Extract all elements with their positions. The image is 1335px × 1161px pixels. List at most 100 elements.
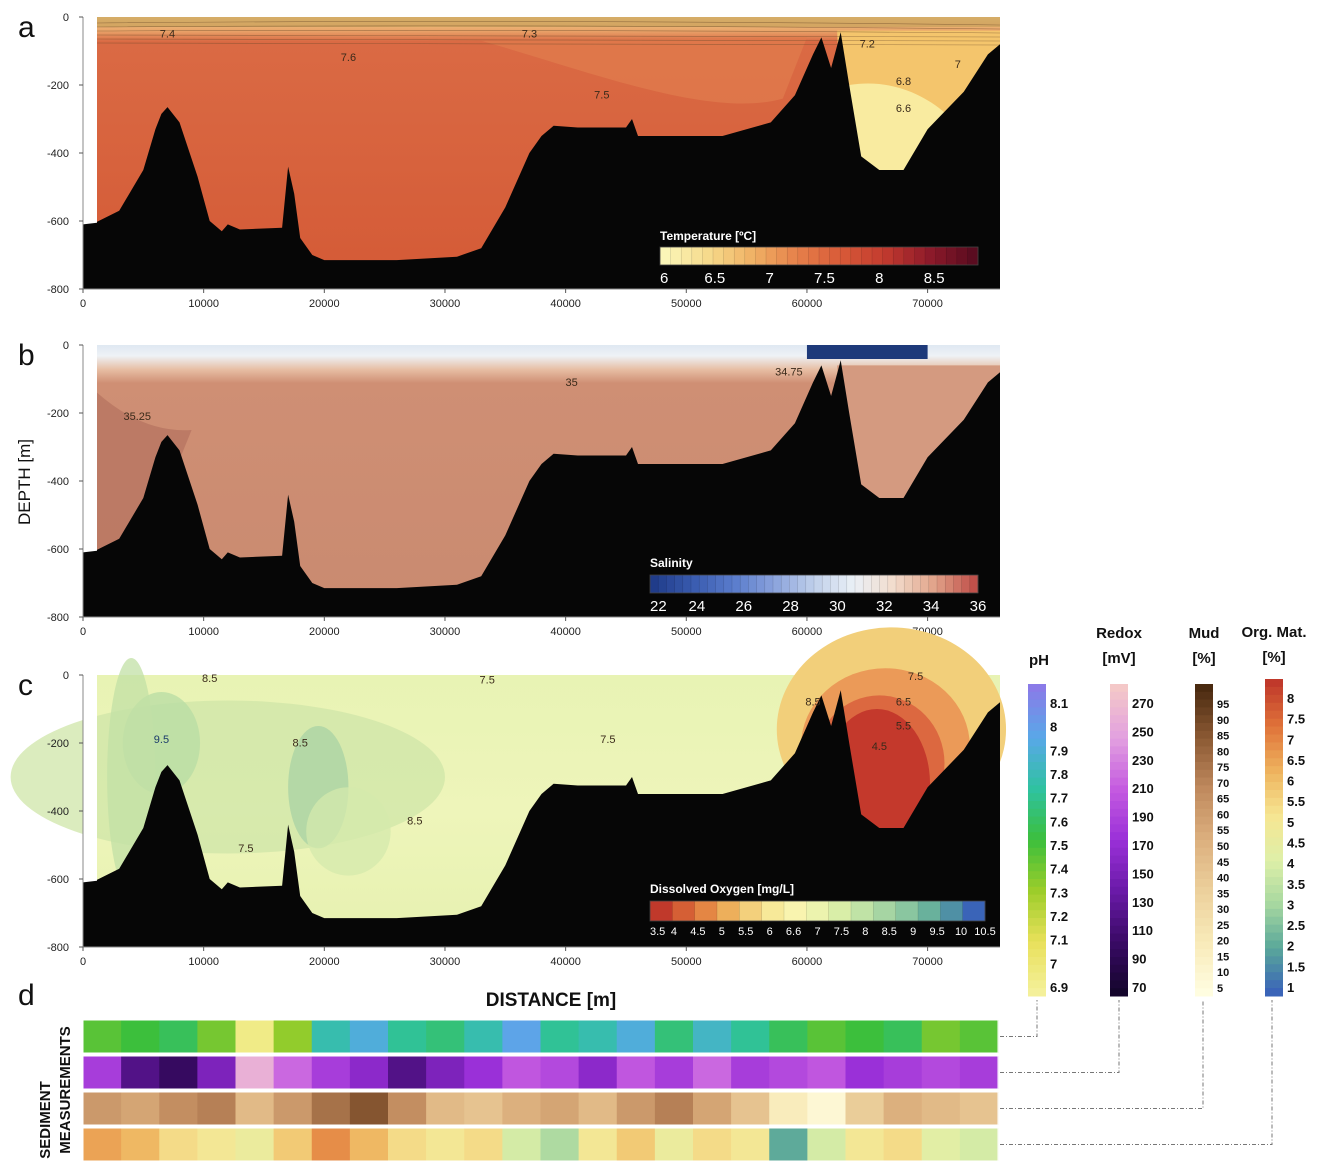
scale-swatch	[1028, 957, 1046, 966]
x-tick-label: 50000	[671, 626, 702, 638]
scale-swatch	[1265, 845, 1283, 854]
scale-swatch	[1265, 885, 1283, 894]
colorbar-swatch	[828, 900, 852, 922]
contour-label: 7.5	[908, 671, 923, 683]
colorbar-swatch	[694, 900, 718, 922]
scale-tick-label: 90	[1132, 952, 1146, 967]
scale-swatch	[1195, 730, 1213, 740]
strip-cell	[807, 1020, 847, 1053]
scale-swatch	[1110, 730, 1128, 740]
scale-tick-label: 8	[1050, 720, 1057, 735]
strip-cell	[769, 1092, 808, 1125]
scale-tick-label: 5.5	[1287, 794, 1305, 809]
colorbar-tick-label: 4	[671, 926, 677, 938]
strip-cell	[197, 1020, 237, 1053]
y-tick-label: -600	[47, 544, 69, 556]
scale-tick-label: 4.5	[1287, 836, 1305, 851]
strip-cell	[654, 1092, 694, 1125]
colorbar-swatch	[861, 246, 873, 266]
scale-tick-label: 190	[1132, 810, 1154, 825]
scale-swatch	[1028, 738, 1046, 747]
contour-label: 8.5	[805, 697, 820, 709]
colorbar-swatch	[772, 574, 782, 594]
scale-tick-label: 70	[1132, 980, 1146, 995]
strip-cell	[197, 1056, 237, 1089]
colorbar-tick-label: 26	[735, 598, 752, 615]
sediment-label-line2: MEASUREMENTS	[57, 1026, 74, 1154]
colorbar-swatch	[797, 574, 807, 594]
scale-tick-label: 7	[1287, 732, 1294, 747]
colorbar-swatch	[733, 246, 746, 266]
colorbar: Temperature [ºC] 6 6.5 7 7.5 8 8.5	[659, 229, 979, 287]
scale-2: Mud [%] 95 90 85 80 75 70 65 60 55 50 45 40 35 30 25 20 15…	[1189, 625, 1229, 997]
strip-cell	[654, 1020, 694, 1053]
x-tick-label: 40000	[550, 298, 581, 310]
org-mat-strip	[82, 1000, 1273, 1161]
colorbar-swatch	[961, 574, 971, 594]
temp-isoline	[96, 25, 1001, 30]
x-tick-label: 20000	[309, 956, 340, 968]
colorbar-swatch	[892, 246, 905, 266]
colorbar-swatch	[813, 574, 823, 594]
scale-tick-label: 150	[1132, 866, 1154, 881]
strip-connector	[1000, 1000, 1204, 1109]
x-tick-label: 30000	[430, 626, 461, 638]
colorbar-swatch	[776, 246, 788, 266]
scale-swatch	[1195, 769, 1213, 779]
y-tick-label: 0	[63, 670, 69, 682]
strip-cell	[464, 1092, 503, 1125]
strip-cell	[426, 1056, 465, 1089]
scale-swatch	[1110, 847, 1128, 857]
contour-label: 6.6	[896, 103, 911, 115]
scale-swatch	[1265, 758, 1283, 767]
colorbar-swatch	[707, 574, 717, 594]
strip-cell	[540, 1020, 580, 1053]
scale-swatch	[1195, 886, 1213, 896]
strip-cell	[311, 1020, 351, 1053]
strip-cell	[273, 1056, 313, 1089]
scale-tick-label: 7.8	[1050, 767, 1068, 782]
scale-swatch	[1028, 964, 1046, 974]
colorbar-tick-label: 9	[910, 926, 916, 938]
y-tick-label: -200	[47, 80, 69, 92]
y-tick-label: -400	[47, 806, 69, 818]
scale-swatch	[1028, 902, 1046, 911]
colorbar-tick-label: 36	[970, 598, 987, 615]
colorbar-swatch	[716, 900, 740, 922]
scale-1: Redox [mV] 270 250 230 210 190 170 150 130 110 90 70	[1096, 625, 1154, 997]
scale-swatch	[1110, 715, 1128, 724]
scale-swatch	[1110, 707, 1128, 716]
scale-swatch	[1265, 988, 1283, 997]
scale-tick-label: 65	[1217, 794, 1229, 806]
scale-swatch	[1195, 808, 1213, 818]
scale-tick-label: 85	[1217, 731, 1229, 743]
colorbar-tick-label: 10	[955, 926, 967, 938]
strip-cell	[921, 1092, 961, 1125]
scale-tick-label: 6	[1287, 774, 1294, 789]
colorbar-tick-label: 30	[829, 598, 846, 615]
scale-swatch	[1110, 691, 1128, 701]
scale-swatch	[1195, 699, 1213, 708]
colorbar-swatch	[830, 574, 840, 594]
scale-swatch	[1265, 797, 1283, 807]
scale-tick-label: 7.2	[1050, 909, 1068, 924]
colorbar-tick-label: 22	[650, 598, 667, 615]
scale-swatch	[1110, 925, 1128, 935]
contour-label: 35.25	[124, 411, 152, 423]
scale-swatch	[1110, 894, 1128, 903]
strip-cell	[654, 1056, 694, 1089]
scale-3: Org. Mat. [%] 8 7.5 7 6.5 6 5.5 5 4.5 4 3.5 3 2.5 2 1.5…	[1241, 624, 1307, 997]
scale-swatch	[1110, 738, 1128, 747]
seafloor-edge	[83, 550, 97, 617]
panel-b: b 35.25 35 34.75 0 -200 -400 -600 -800 0 10000 2000…	[18, 339, 1000, 638]
strip-cell	[388, 1128, 427, 1161]
scale-swatch	[1195, 723, 1213, 732]
scale-swatch	[1195, 879, 1213, 888]
contour-label: 8.5	[407, 816, 422, 828]
strip-cell	[693, 1020, 732, 1053]
scale-swatch	[1265, 782, 1283, 791]
scale-swatch	[1028, 699, 1046, 708]
colorbar-swatch	[839, 246, 852, 266]
colorbar-swatch	[962, 900, 986, 922]
